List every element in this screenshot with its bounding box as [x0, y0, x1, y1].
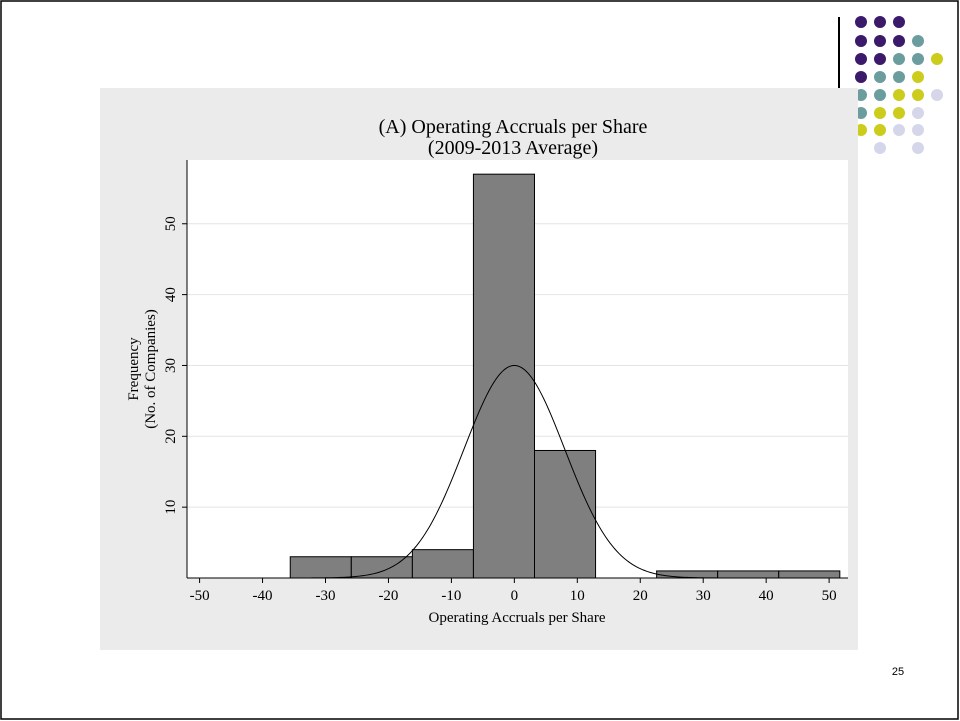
bar [472, 173, 535, 579]
bar [717, 570, 780, 579]
y-tick-label: 50 [163, 216, 179, 231]
x-tick-label: 20 [633, 588, 648, 604]
x-tick-label: -30 [315, 588, 335, 604]
bar [289, 556, 352, 579]
y-axis-label: (No. of Companies) [143, 309, 159, 429]
x-tick-label: -20 [378, 588, 398, 604]
x-tick-label: -50 [190, 588, 210, 604]
y-tick-label: 10 [163, 500, 179, 515]
x-tick-label: 10 [570, 588, 585, 604]
decor-dots [855, 16, 943, 154]
bar [778, 570, 841, 579]
y-axis-label: Frequency [126, 337, 142, 401]
chart-title: (A) Operating Accruals per Share [379, 116, 648, 138]
x-tick-label: -40 [253, 588, 273, 604]
page-number: 25 [892, 666, 904, 678]
x-tick-label: 50 [822, 588, 837, 604]
y-tick-label: 40 [163, 287, 179, 302]
x-tick-label: 0 [511, 588, 519, 604]
x-tick-label: 40 [759, 588, 774, 604]
bar [533, 449, 597, 579]
x-tick-label: 30 [696, 588, 711, 604]
x-axis-label: Operating Accruals per Share [428, 610, 605, 626]
bar [411, 549, 474, 579]
y-tick-label: 30 [163, 358, 179, 373]
chart-subtitle: (2009-2013 Average) [428, 137, 598, 159]
y-tick-label: 20 [163, 429, 179, 444]
x-tick-label: -10 [441, 588, 461, 604]
